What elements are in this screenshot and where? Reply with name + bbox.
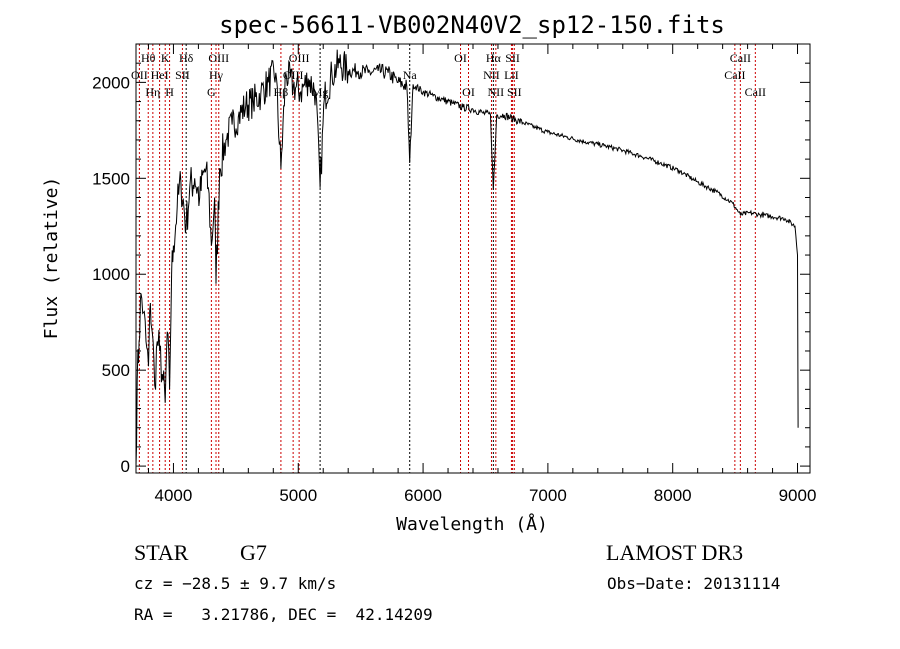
object-class: STAR	[134, 540, 189, 565]
line-label: OIII	[208, 51, 229, 65]
chart-title: spec-56611-VB002N40V2_sp12-150.fits	[219, 11, 725, 39]
line-label: HeI	[151, 68, 169, 82]
line-label: Na	[403, 68, 418, 82]
line-label: Hα	[486, 51, 502, 65]
y-tick-label: 1500	[92, 169, 130, 188]
line-label: CaII	[730, 51, 751, 65]
spectrum-line	[135, 49, 799, 467]
line-label: LiI	[504, 68, 519, 82]
y-tick-label: 0	[121, 457, 130, 476]
line-label: OII	[131, 68, 148, 82]
line-label: SII	[175, 68, 190, 82]
line-label: G	[207, 85, 216, 99]
line-label: H	[165, 85, 174, 99]
line-label: SII	[505, 51, 520, 65]
x-tick-label: 4000	[155, 486, 193, 505]
line-label: Hθ	[141, 51, 156, 65]
line-label: OI	[454, 51, 467, 65]
coordinates: RA = 3.21786, DEC = 42.14209	[134, 605, 433, 624]
line-label: Hη	[145, 85, 160, 99]
spectral-line-labels: OIIHθHηHeIKHSIIHδGHγOIIIHβOIIIOIIIMgNaOI…	[131, 51, 766, 99]
line-label: Hβ	[274, 85, 289, 99]
line-label: K	[161, 51, 170, 65]
line-label: CaII	[724, 68, 745, 82]
x-tick-label: 6000	[404, 486, 442, 505]
line-label: SII	[507, 85, 522, 99]
plot-frame	[135, 43, 811, 474]
obs-date: Obs−Date: 20131114	[607, 574, 780, 593]
y-axis-label: Flux (relative)	[41, 177, 62, 340]
line-label: OI	[462, 85, 475, 99]
line-label: Hγ	[209, 68, 224, 82]
line-label: NII	[483, 68, 500, 82]
survey-name: LAMOST DR3	[606, 540, 743, 565]
redshift-cz: cz = −28.5 ± 9.7 km/s	[134, 574, 336, 593]
line-label: Hδ	[179, 51, 194, 65]
axis-ticks: 4000 5000 6000 7000 8000 9000 0 500 1000 1500 2000	[92, 43, 817, 505]
x-tick-label: 5000	[279, 486, 317, 505]
line-label: OIII	[289, 51, 310, 65]
x-axis-label: Wavelength (Å)	[396, 513, 548, 535]
y-tick-label: 500	[102, 361, 130, 380]
x-tick-label: 9000	[779, 486, 817, 505]
x-tick-label: 8000	[654, 486, 692, 505]
spectral-line-markers	[138, 44, 756, 473]
line-label: NII	[488, 85, 505, 99]
x-tick-label: 7000	[529, 486, 567, 505]
y-tick-label: 2000	[92, 73, 130, 92]
line-label: CaII	[745, 85, 766, 99]
y-tick-label: 1000	[92, 265, 130, 284]
subclass: G7	[240, 540, 267, 565]
